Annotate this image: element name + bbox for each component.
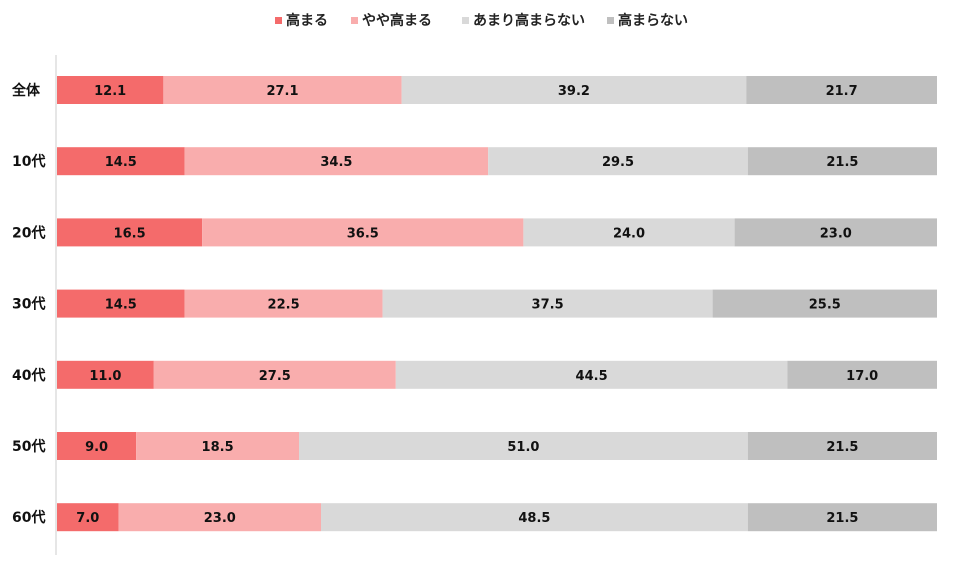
data-label-5-1: 18.5 xyxy=(202,440,234,455)
data-label-4-0: 11.0 xyxy=(89,369,121,384)
bar-segment-4-1 xyxy=(153,360,396,389)
bar-segment-0-3 xyxy=(746,76,937,104)
data-label-1-0: 14.5 xyxy=(105,155,137,170)
legend-label-0: 高まる xyxy=(286,12,328,29)
bar-segment-3-3 xyxy=(712,289,937,318)
data-label-1-1: 34.5 xyxy=(320,155,352,170)
bar-segment-1-0 xyxy=(57,147,185,176)
data-label-3-1: 22.5 xyxy=(268,298,300,313)
bar-segment-4-2 xyxy=(395,360,788,389)
bar-segment-6-2 xyxy=(321,503,748,532)
legend-swatch-3 xyxy=(607,17,614,24)
data-label-5-3: 21.5 xyxy=(826,440,858,455)
data-label-5-2: 51.0 xyxy=(507,440,539,455)
bar-segment-5-0 xyxy=(57,432,137,460)
category-label-1: 10代 xyxy=(12,153,45,170)
legend-swatch-0 xyxy=(275,17,282,24)
data-label-1-2: 29.5 xyxy=(602,155,634,170)
bar-segment-6-0 xyxy=(57,503,119,532)
bar-segment-1-2 xyxy=(488,147,748,176)
data-label-4-1: 27.5 xyxy=(259,369,291,384)
bar-segment-4-0 xyxy=(57,360,154,389)
bar-segment-2-1 xyxy=(202,218,524,247)
bar-segment-6-3 xyxy=(747,503,937,532)
bar-segment-1-1 xyxy=(184,147,489,176)
category-labels: 全体 10代 20代 30代 40代 50代 60代 xyxy=(11,82,45,526)
data-label-2-0: 16.5 xyxy=(114,226,146,241)
bar-segment-2-0 xyxy=(57,218,203,247)
data-label-6-3: 21.5 xyxy=(826,511,858,526)
bar-segment-4-3 xyxy=(787,360,937,389)
bar-segment-2-3 xyxy=(734,218,937,247)
legend-swatch-2 xyxy=(462,17,469,24)
legend-label-2: あまり高まらない xyxy=(473,12,585,29)
bar-segment-5-3 xyxy=(747,432,937,460)
bar-segment-3-1 xyxy=(184,289,383,318)
data-label-0-1: 27.1 xyxy=(266,84,298,99)
category-label-5: 50代 xyxy=(12,438,45,455)
data-label-5-0: 9.0 xyxy=(85,440,108,455)
bar-segment-0-0 xyxy=(57,76,164,104)
category-label-6: 60代 xyxy=(12,509,45,526)
bar-segment-5-2 xyxy=(299,432,748,460)
legend-swatch-1 xyxy=(351,17,358,24)
data-label-2-1: 36.5 xyxy=(347,226,379,241)
data-label-0-3: 21.7 xyxy=(826,84,858,99)
data-label-2-3: 23.0 xyxy=(820,226,852,241)
data-label-2-2: 24.0 xyxy=(613,226,645,241)
bar-segment-2-2 xyxy=(523,218,735,247)
legend: 高まる やや高まる あまり高まらない 高まらない xyxy=(275,12,688,29)
bar-segment-3-2 xyxy=(382,289,713,318)
legend-label-3: 高まらない xyxy=(618,12,688,29)
data-label-3-2: 37.5 xyxy=(532,298,564,313)
data-label-3-3: 25.5 xyxy=(809,298,841,313)
legend-label-1: やや高まる xyxy=(362,12,432,29)
category-label-4: 40代 xyxy=(12,367,45,384)
data-label-0-2: 39.2 xyxy=(558,84,590,99)
category-label-0: 全体 xyxy=(11,82,41,99)
data-label-6-2: 48.5 xyxy=(518,511,550,526)
data-label-6-0: 7.0 xyxy=(76,511,99,526)
bar-segment-3-0 xyxy=(57,289,185,318)
bar-segment-0-2 xyxy=(401,76,747,104)
data-label-4-3: 17.0 xyxy=(846,369,878,384)
data-label-4-2: 44.5 xyxy=(576,369,608,384)
data-label-3-0: 14.5 xyxy=(105,298,137,313)
bar-segment-6-1 xyxy=(118,503,321,532)
data-label-0-0: 12.1 xyxy=(94,84,126,99)
bar-segment-0-1 xyxy=(163,76,402,104)
data-label-6-1: 23.0 xyxy=(204,511,236,526)
category-label-3: 30代 xyxy=(12,296,45,313)
data-label-1-3: 21.5 xyxy=(826,155,858,170)
bars-group: 12.1 27.1 39.2 21.7 14.5 34.5 29.5 21.5 16.5 36.5… xyxy=(57,76,937,532)
bar-segment-1-3 xyxy=(747,147,937,176)
bar-segment-5-1 xyxy=(136,432,299,460)
category-label-2: 20代 xyxy=(12,224,45,241)
